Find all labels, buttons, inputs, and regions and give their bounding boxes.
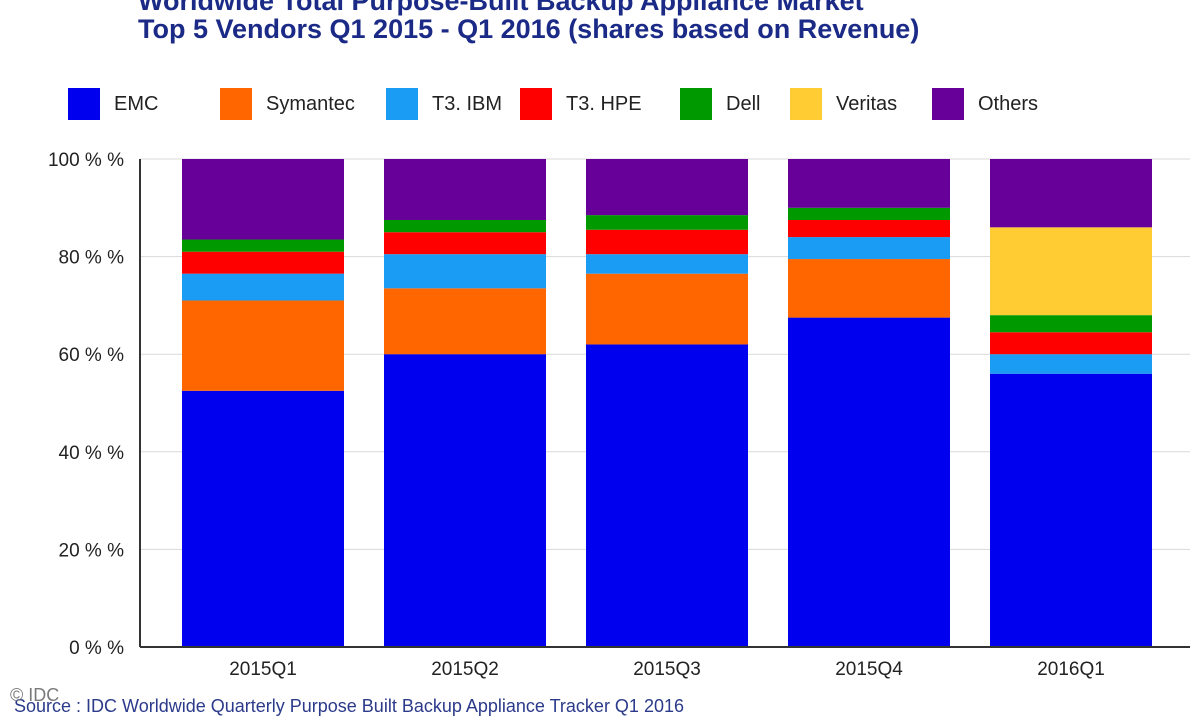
bar-segment-t3-ibm-2015q4 [788,237,950,260]
bar-segment-t3-hpe-2015q4 [788,220,950,238]
legend-swatch [520,88,552,120]
bar-segment-symantec-2015q1 [182,300,344,391]
x-tick-label: 2016Q1 [1037,659,1105,680]
bar-segment-symantec-2015q4 [788,259,950,318]
legend-swatch [932,88,964,120]
legend-swatch [790,88,822,120]
bar-segment-dell-2016q1 [990,315,1152,333]
legend-swatch [680,88,712,120]
bar-segment-t3-ibm-2015q2 [384,254,546,289]
bar-segment-others-2016q1 [990,159,1152,228]
bar-segment-emc-2015q3 [586,344,748,647]
bar-segment-dell-2015q1 [182,239,344,252]
bar-segment-t3-hpe-2015q3 [586,229,748,255]
bar-segment-emc-2015q4 [788,317,950,647]
legend-label: T3. HPE [566,92,642,115]
legend-label: EMC [114,92,159,115]
legend-swatch [220,88,252,120]
y-tick-label: 0 % % [69,638,124,659]
x-tick-label: 2015Q3 [633,659,701,680]
bar-segment-veritas-2016q1 [990,227,1152,316]
bar-segment-dell-2015q2 [384,220,546,233]
x-tick-label: 2015Q2 [431,659,499,680]
legend-label: Dell [726,92,761,115]
bar-segment-others-2015q1 [182,159,344,240]
legend-item-symantec: Symantec [220,86,355,122]
y-tick-label: 60 % % [59,345,125,366]
legend-swatch [386,88,418,120]
legend-item-t3-ibm: T3. IBM [386,86,502,122]
legend-swatch [68,88,100,120]
bar-segment-dell-2015q4 [788,207,950,220]
legend-label: Veritas [836,92,898,115]
bar-segment-t3-hpe-2015q1 [182,251,344,274]
legend-item-t3-hpe: T3. HPE [520,86,642,122]
legend-item-dell: Dell [680,86,760,122]
chart-title-line-2: Top 5 Vendors Q1 2015 - Q1 2016 (shares … [138,14,920,44]
bar-segment-t3-ibm-2015q1 [182,273,344,301]
legend-item-others: Others [932,86,1038,122]
bar-segment-others-2015q3 [586,159,748,216]
bar-segment-t3-hpe-2015q2 [384,232,546,255]
legend-label: Others [978,92,1039,115]
bar-segment-emc-2016q1 [990,373,1152,647]
source-note: Source : IDC Worldwide Quarterly Purpose… [14,696,684,716]
bar-segment-emc-2015q2 [384,354,546,647]
x-tick-label: 2015Q4 [835,659,903,680]
x-tick-label: 2015Q1 [229,659,297,680]
legend-label: Symantec [266,92,355,115]
y-tick-label: 100 % % [48,150,124,171]
bar-segment-t3-ibm-2016q1 [990,354,1152,374]
legend-item-emc: EMC [68,86,158,122]
bar-segment-emc-2015q1 [182,390,344,647]
legend-item-veritas: Veritas [790,86,897,122]
bar-segment-t3-hpe-2016q1 [990,332,1152,355]
bar-segment-others-2015q2 [384,159,546,220]
copyright-watermark: © IDC [10,685,60,705]
bar-segment-symantec-2015q2 [384,288,546,355]
chart-title-line-1: Worldwide Total Purpose-Built Backup App… [138,0,864,16]
legend-label: T3. IBM [432,92,503,115]
bar-segment-others-2015q4 [788,159,950,208]
bar-segment-t3-ibm-2015q3 [586,254,748,274]
y-tick-label: 80 % % [59,248,125,269]
y-tick-label: 40 % % [59,443,125,464]
bar-segment-symantec-2015q3 [586,273,748,345]
bar-segment-dell-2015q3 [586,215,748,230]
y-tick-label: 20 % % [59,540,125,561]
